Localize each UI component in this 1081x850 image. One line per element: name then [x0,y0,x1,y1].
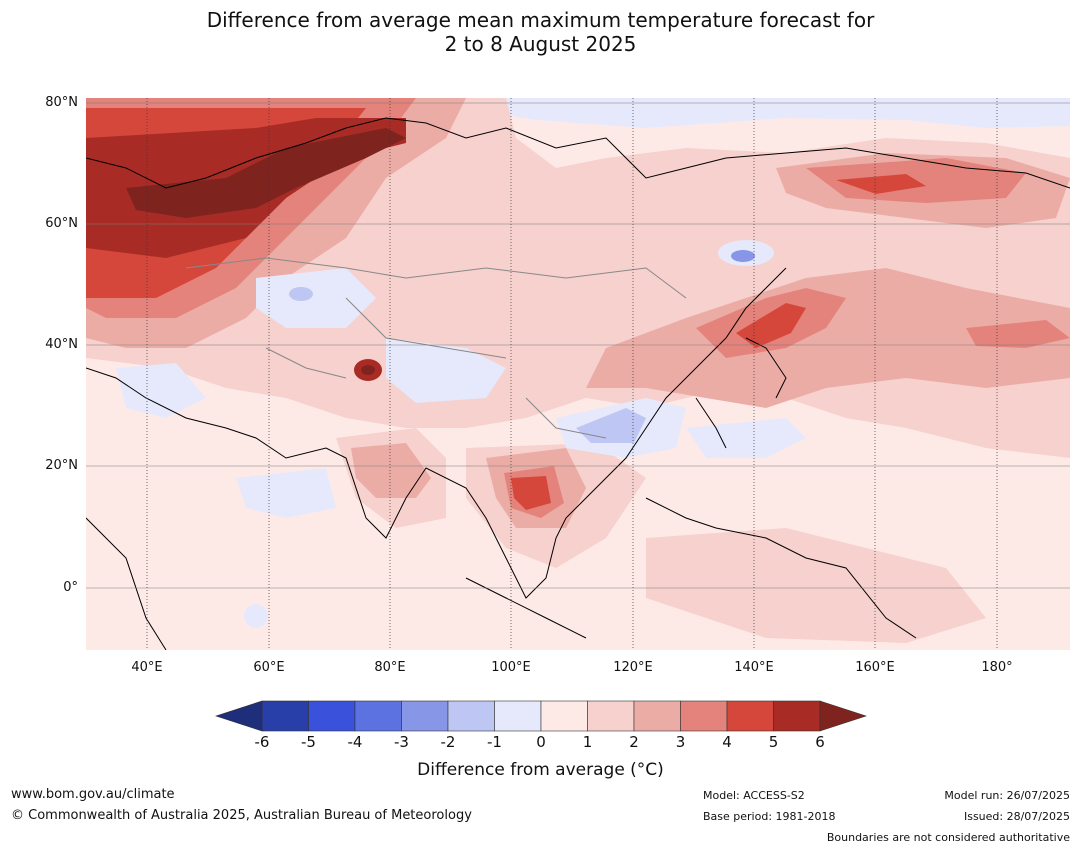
colorbar-segment [680,700,728,732]
east-siberia-warm-4-5 [836,174,926,194]
footer-disclaimer: Boundaries are not considered authoritat… [826,831,1070,844]
colorbar-segment [308,700,356,732]
footer-website: www.bom.gov.au/climate [11,787,175,802]
lat-label-40n: 40°N [45,337,78,352]
colorbar-tick-label: -2 [440,733,456,751]
colorbar-segment [354,700,402,732]
gridlines [86,102,1070,589]
title-line-1: Difference from average mean maximum tem… [206,8,875,32]
footer-model-run: Model run: 26/07/2025 [944,789,1070,802]
tibet-cool [386,338,506,403]
anomaly-map [86,98,1070,650]
colorbar-high-extend [819,700,867,732]
maritime-warm-1-2 [646,528,986,643]
colorbar-tick-label: 4 [722,733,732,751]
colorbar-tick-label: 5 [768,733,779,751]
colorbar-segment [447,700,495,732]
colorbar-tick-label: 3 [675,733,686,751]
arctic-cool-band [386,98,1070,128]
lon-label-60e: 60°E [253,660,285,675]
pakistan-hotspot-core [361,365,375,375]
colorbar-segment [726,700,774,732]
lon-label-40e: 40°E [131,660,163,675]
manchuria-warm-2-3 [586,268,1070,408]
colorbar-segment [494,700,542,732]
lon-label-140e: 140°E [734,660,774,675]
colorbar-tick-label: 2 [629,733,639,751]
lat-label-20n: 20°N [45,458,78,473]
colorbar-low-extend [215,700,263,732]
persian-cool [116,363,206,418]
northwest-russia-extreme [126,128,406,218]
india-warm-2-3 [351,443,431,498]
colorbar-tick-label: 1 [582,733,593,751]
southeast-china-cool-core [576,408,646,443]
colorbar-segment [633,700,681,732]
japan-sea-warm-4-5 [736,303,806,348]
colorbar-segment [587,700,635,732]
lon-label-80e: 80°E [374,660,406,675]
colorbar-tick-label: 6 [815,733,825,751]
kazakhstan-cool-core [289,287,313,301]
colorbar-tick-label: -3 [394,733,409,751]
central-pacific-warm-3-4 [966,320,1070,348]
lat-label-0: 0° [63,580,78,595]
lon-label-180: 180° [981,660,1013,675]
lon-label-160e: 160°E [855,660,895,675]
lon-label-120e: 120°E [613,660,653,675]
footer-issued: Issued: 28/07/2025 [963,810,1070,823]
colorbar-segment [401,700,449,732]
colorbar-tick-label: -5 [301,733,316,751]
colorbar [215,700,867,732]
equatorial-cool-patch [244,604,268,628]
colorbar-segment [261,700,309,732]
arabia-cool [236,468,336,518]
lat-label-80n: 80°N [45,95,78,110]
lat-label-60n: 60°N [45,216,78,231]
colorbar-segment [540,700,588,732]
title-line-2: 2 to 8 August 2025 [444,32,637,56]
colorbar-segment [773,700,821,732]
thailand-warm-4-5 [511,476,551,510]
lon-label-100e: 100°E [491,660,531,675]
colorbar-tick-label: -6 [254,733,270,751]
footer-copyright: © Commonwealth of Australia 2025, Austra… [11,808,472,823]
colorbar-tick-label: -4 [347,733,363,751]
coastlines [86,117,1070,650]
footer-base-period: Base period: 1981-2018 [703,810,836,823]
footer-model: Model: ACCESS-S2 [703,789,805,802]
colorbar-label: Difference from average (°C) [417,760,664,780]
meridians [146,98,998,650]
colorbar-tick-label: -1 [487,733,502,751]
colorbar-tick-label: 0 [536,733,546,751]
kazakhstan-cool [256,268,376,328]
map-title: Difference from average mean maximum tem… [0,8,1081,56]
okhotsk-cool-core [731,250,755,262]
